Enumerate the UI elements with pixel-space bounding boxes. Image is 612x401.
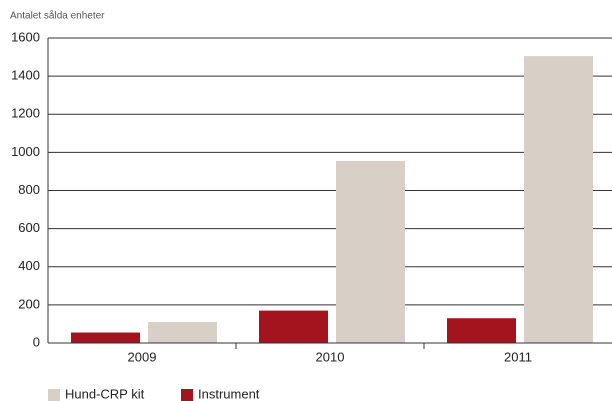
legend-swatch: [48, 389, 60, 401]
y-tick-label: 400: [18, 258, 40, 273]
y-tick-label: 1600: [11, 29, 40, 44]
x-tick-label: 2011: [504, 349, 532, 364]
y-tick-label: 600: [18, 220, 40, 235]
x-tick-label: 2009: [128, 349, 157, 364]
bar: [447, 318, 516, 343]
bar: [148, 322, 217, 343]
legend-label: Hund-CRP kit: [65, 386, 145, 401]
bar: [524, 56, 593, 343]
bar: [71, 332, 140, 343]
y-tick-label: 800: [18, 182, 40, 197]
legend-swatch: [181, 389, 193, 401]
bar: [259, 310, 328, 343]
y-axis-title: Antalet sålda enheter: [10, 10, 105, 22]
y-tick-label: 1000: [11, 144, 40, 159]
y-tick-label: 0: [33, 334, 40, 349]
bar: [336, 160, 405, 343]
y-tick-label: 1400: [11, 68, 40, 83]
x-tick-label: 2010: [316, 349, 345, 364]
y-tick-label: 1200: [11, 106, 40, 121]
legend-label: Instrument: [198, 386, 260, 401]
y-tick-label: 200: [18, 296, 40, 311]
